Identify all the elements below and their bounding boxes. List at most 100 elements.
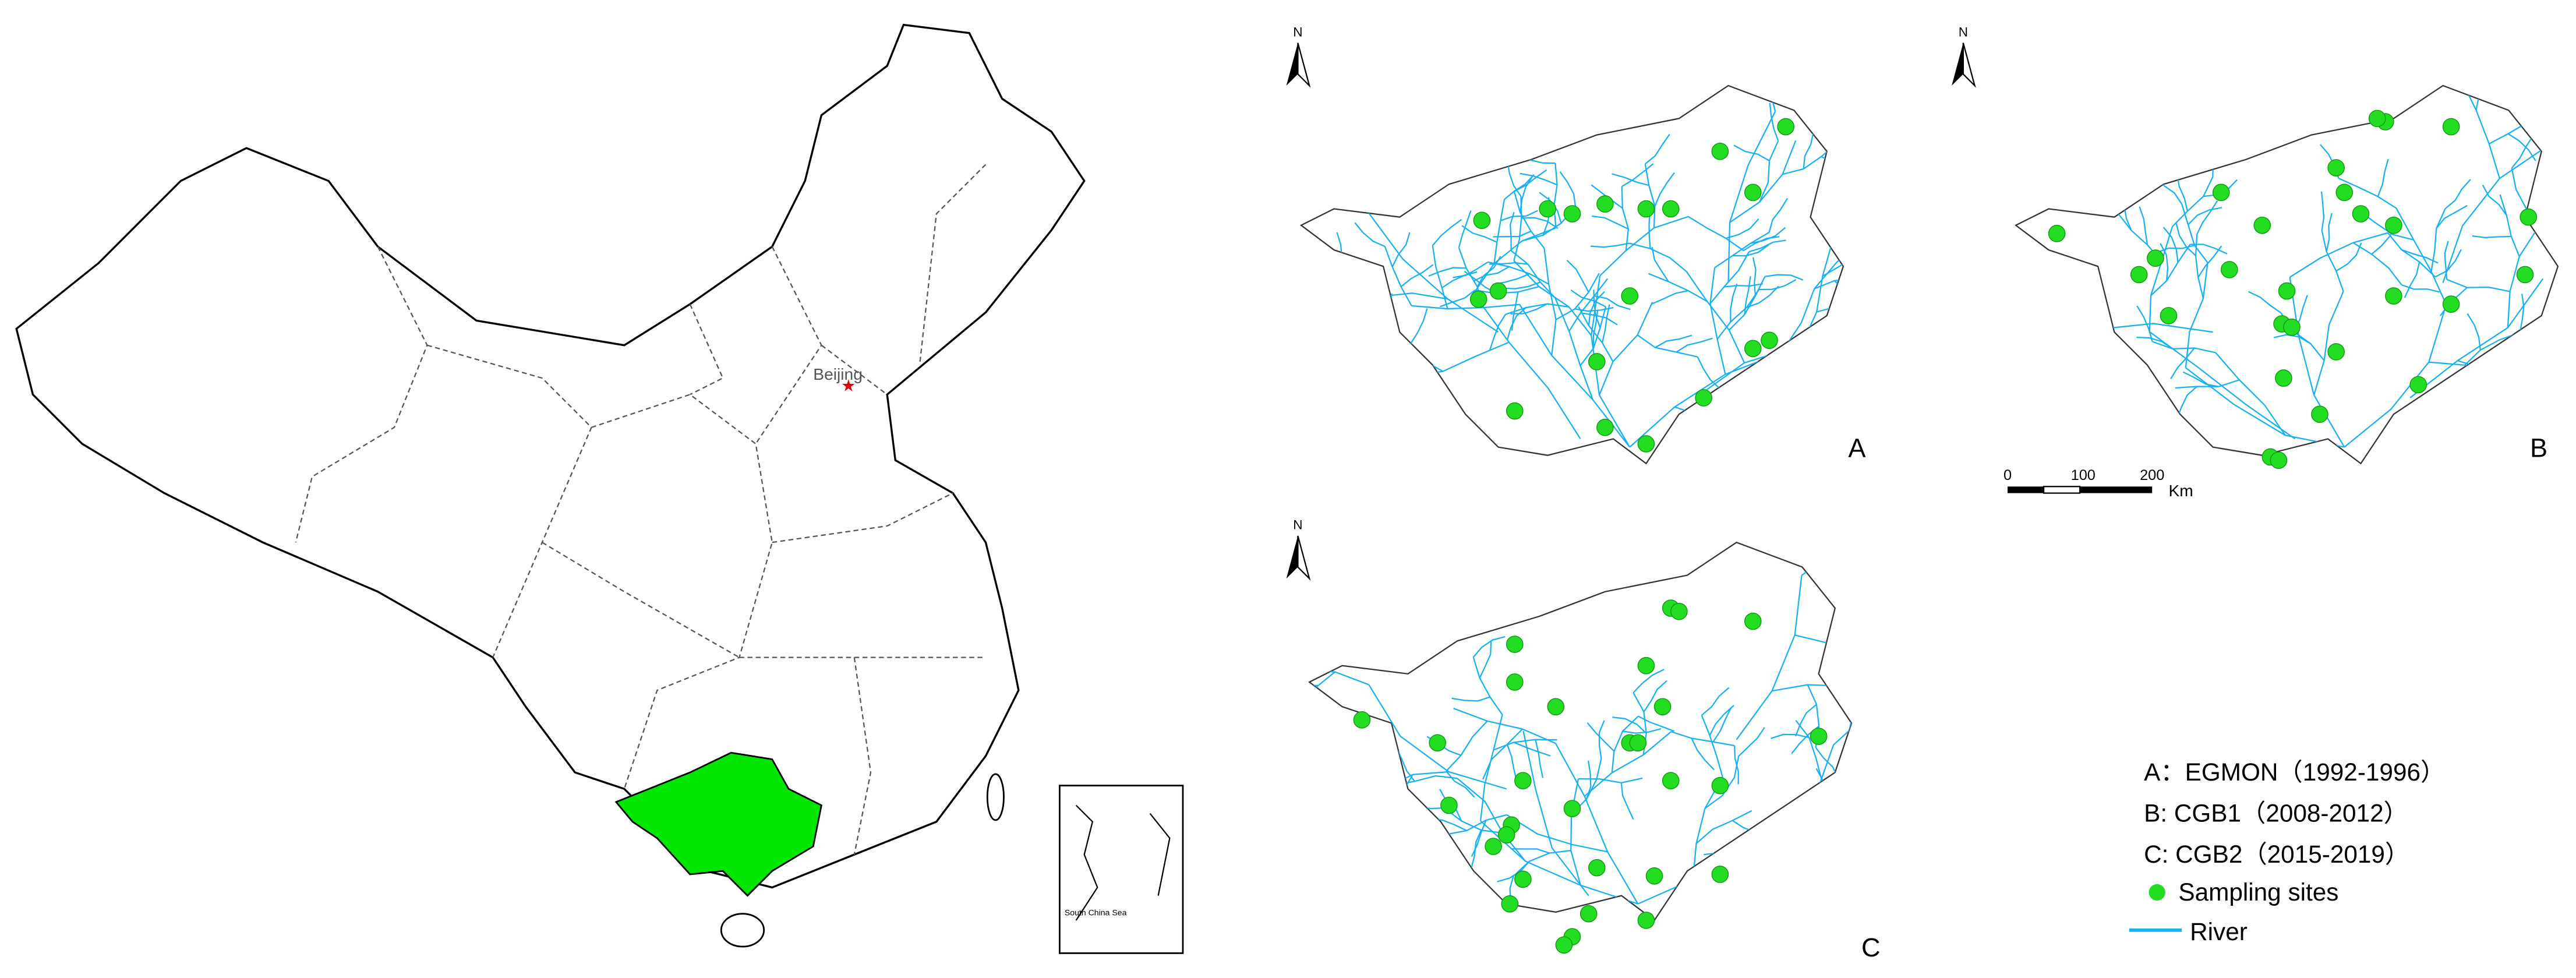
sampling-site bbox=[1744, 612, 1762, 630]
river bbox=[1475, 285, 1539, 294]
river bbox=[1521, 217, 1559, 230]
scale-unit: Km bbox=[2168, 481, 2193, 500]
river bbox=[1892, 263, 1930, 269]
river bbox=[1302, 351, 1323, 386]
panel bbox=[1221, 486, 1959, 954]
river bbox=[1766, 22, 1799, 76]
river bbox=[2321, 230, 2344, 292]
river bbox=[1937, 885, 1959, 917]
river bbox=[1487, 261, 1549, 285]
north-arrow bbox=[1952, 43, 1963, 86]
river bbox=[1506, 307, 1526, 341]
river bbox=[1730, 283, 1738, 322]
sampling-site bbox=[1563, 205, 1581, 223]
panel bbox=[1299, 0, 1930, 465]
river bbox=[1347, 800, 1386, 808]
river bbox=[1712, 707, 1732, 743]
river bbox=[1554, 298, 1593, 400]
river bbox=[1759, 279, 1797, 291]
river bbox=[2185, 367, 2345, 448]
river bbox=[1935, 310, 1955, 344]
river bbox=[1438, 85, 1458, 98]
river bbox=[1768, 877, 1800, 903]
river bbox=[1599, 216, 1689, 277]
sampling-site bbox=[1637, 912, 1655, 929]
river bbox=[1570, 778, 1581, 886]
sampling-site bbox=[2048, 225, 2066, 242]
river bbox=[1769, 103, 1779, 142]
river bbox=[1795, 719, 1822, 779]
north-label: N bbox=[1293, 518, 1302, 532]
scale-tick: 200 bbox=[2140, 467, 2164, 483]
river bbox=[2215, 352, 2286, 436]
river bbox=[1729, 276, 1766, 331]
river bbox=[2387, 232, 2436, 278]
inset-label: South China Sea bbox=[1065, 908, 1127, 917]
river bbox=[1899, 228, 1938, 234]
river bbox=[1817, 821, 1852, 840]
scale-tick: 0 bbox=[2003, 467, 2012, 483]
river bbox=[1493, 739, 1557, 751]
river bbox=[1366, 107, 1398, 211]
river bbox=[1737, 0, 1762, 1]
sampling-site bbox=[1588, 859, 1606, 877]
river bbox=[1473, 266, 1510, 282]
river bbox=[1479, 714, 1503, 821]
china-outline bbox=[15, 23, 1086, 889]
sampling-site bbox=[2160, 307, 2178, 324]
river bbox=[1302, 298, 1341, 352]
sampling-site bbox=[1555, 936, 1573, 954]
river bbox=[1744, 366, 1778, 424]
river bbox=[1874, 695, 1892, 729]
river bbox=[1750, 227, 1786, 244]
river bbox=[1241, 612, 1263, 672]
river bbox=[1685, 271, 1745, 363]
river bbox=[1751, 863, 1778, 920]
river bbox=[1733, 144, 1770, 161]
river bbox=[1598, 720, 1605, 759]
river bbox=[1879, 678, 1916, 732]
river bbox=[1356, 394, 1395, 401]
river bbox=[1221, 654, 1252, 677]
river bbox=[2569, 319, 2576, 355]
river bbox=[1506, 744, 1518, 782]
river bbox=[1706, 439, 1741, 460]
river bbox=[1410, 308, 1428, 344]
river bbox=[2467, 313, 2481, 351]
river bbox=[1401, 793, 1414, 831]
river bbox=[2170, 347, 2195, 380]
river bbox=[1368, 684, 1507, 790]
river bbox=[1881, 204, 1913, 227]
river bbox=[1513, 191, 1545, 249]
river bbox=[2175, 223, 2196, 256]
river bbox=[1510, 211, 1515, 251]
river bbox=[1457, 778, 1526, 862]
sampling-site bbox=[2442, 118, 2460, 136]
river bbox=[1654, 172, 1675, 207]
river bbox=[1648, 273, 1708, 302]
sampling-site bbox=[1514, 870, 1532, 888]
river bbox=[1796, 425, 1835, 432]
sampling-site bbox=[1645, 867, 1663, 885]
river bbox=[1770, 882, 1835, 896]
river bbox=[1725, 218, 1759, 239]
river bbox=[1833, 666, 1852, 691]
river bbox=[2377, 158, 2389, 197]
river bbox=[2338, 178, 2397, 209]
river bbox=[1535, 739, 1544, 778]
river bbox=[2547, 328, 2558, 361]
river bbox=[1359, 376, 1408, 420]
river bbox=[1695, 810, 1752, 845]
sampling-site bbox=[1547, 698, 1565, 716]
river bbox=[1574, 306, 1614, 312]
sampling-site bbox=[1563, 800, 1581, 817]
river bbox=[1794, 486, 1821, 513]
river bbox=[2480, 85, 2519, 90]
river bbox=[2150, 243, 2191, 296]
river bbox=[1592, 215, 1629, 230]
river bbox=[1768, 197, 1788, 233]
sampling-site bbox=[1489, 282, 1507, 300]
river bbox=[1898, 659, 1904, 722]
river bbox=[2464, 331, 2521, 366]
